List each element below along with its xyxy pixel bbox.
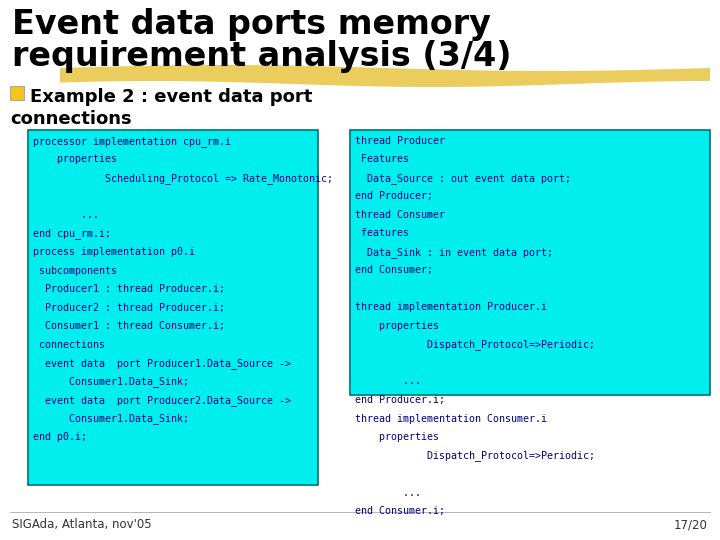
Text: event data  port Producer2.Data_Source ->: event data port Producer2.Data_Source -> xyxy=(33,395,291,406)
Text: properties: properties xyxy=(33,154,117,165)
FancyBboxPatch shape xyxy=(28,130,318,485)
Text: connections: connections xyxy=(10,110,132,128)
Text: Event data ports memory: Event data ports memory xyxy=(12,8,491,41)
Text: Dispatch_Protocol=>Periodic;: Dispatch_Protocol=>Periodic; xyxy=(355,450,595,461)
Text: SIGAda, Atlanta, nov'05: SIGAda, Atlanta, nov'05 xyxy=(12,518,152,531)
Text: ...: ... xyxy=(355,488,421,497)
Text: Scheduling_Protocol => Rate_Monotonic;: Scheduling_Protocol => Rate_Monotonic; xyxy=(33,173,333,184)
Text: thread implementation Consumer.i: thread implementation Consumer.i xyxy=(355,414,547,423)
Text: thread implementation Producer.i: thread implementation Producer.i xyxy=(355,302,547,313)
Text: properties: properties xyxy=(355,321,439,331)
Text: process implementation p0.i: process implementation p0.i xyxy=(33,247,195,257)
Text: Producer2 : thread Producer.i;: Producer2 : thread Producer.i; xyxy=(33,302,225,313)
Text: end Consumer;: end Consumer; xyxy=(355,266,433,275)
Text: Consumer1 : thread Consumer.i;: Consumer1 : thread Consumer.i; xyxy=(33,321,225,331)
Text: ...: ... xyxy=(355,376,421,387)
Text: processor implementation cpu_rm.i: processor implementation cpu_rm.i xyxy=(33,136,231,147)
Text: thread Consumer: thread Consumer xyxy=(355,210,445,220)
Text: end p0.i;: end p0.i; xyxy=(33,432,87,442)
Text: connections: connections xyxy=(33,340,105,349)
Text: requirement analysis (3/4): requirement analysis (3/4) xyxy=(12,40,511,73)
Text: properties: properties xyxy=(355,432,439,442)
Text: Consumer1.Data_Sink;: Consumer1.Data_Sink; xyxy=(33,414,189,424)
FancyBboxPatch shape xyxy=(350,130,710,395)
Text: end cpu_rm.i;: end cpu_rm.i; xyxy=(33,228,111,239)
Text: Dispatch_Protocol=>Periodic;: Dispatch_Protocol=>Periodic; xyxy=(355,340,595,350)
Text: Data_Source : out event data port;: Data_Source : out event data port; xyxy=(355,173,571,184)
Polygon shape xyxy=(60,65,710,87)
Text: subcomponents: subcomponents xyxy=(33,266,117,275)
Text: Consumer1.Data_Sink;: Consumer1.Data_Sink; xyxy=(33,376,189,387)
FancyBboxPatch shape xyxy=(10,86,24,100)
Text: Data_Sink : in event data port;: Data_Sink : in event data port; xyxy=(355,247,553,258)
Text: Producer1 : thread Producer.i;: Producer1 : thread Producer.i; xyxy=(33,284,225,294)
Text: Example 2 : event data port: Example 2 : event data port xyxy=(30,88,312,106)
Text: end Consumer.i;: end Consumer.i; xyxy=(355,506,445,516)
Text: ...: ... xyxy=(33,210,99,220)
Text: 17/20: 17/20 xyxy=(674,518,708,531)
Text: thread Producer: thread Producer xyxy=(355,136,445,146)
Text: end Producer;: end Producer; xyxy=(355,192,433,201)
Text: features: features xyxy=(355,228,409,239)
Text: end Producer.i;: end Producer.i; xyxy=(355,395,445,405)
Text: Features: Features xyxy=(355,154,409,165)
Text: event data  port Producer1.Data_Source ->: event data port Producer1.Data_Source -> xyxy=(33,358,291,369)
